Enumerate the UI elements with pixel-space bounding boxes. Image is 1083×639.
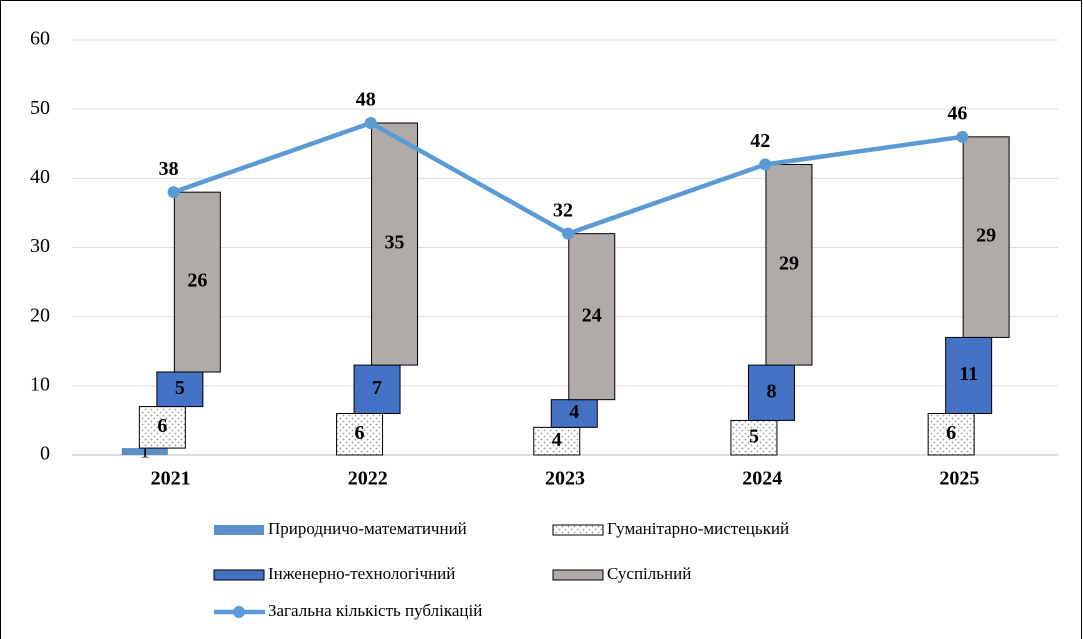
x-tick-label: 2022	[348, 468, 388, 490]
y-tick-label: 10	[30, 373, 50, 395]
data-label: 29	[976, 225, 996, 247]
bar-segment	[371, 122, 419, 366]
data-label: 24	[582, 304, 602, 326]
bar-segment	[962, 136, 1010, 338]
data-label: 8	[766, 380, 776, 402]
legend-label: Загальна кількість публікацій	[268, 601, 482, 620]
data-label: 46	[947, 102, 967, 124]
legend-swatch	[233, 606, 245, 618]
data-label: 29	[779, 252, 799, 274]
data-label: 7	[372, 377, 382, 399]
data-label: 35	[385, 232, 405, 254]
y-tick-label: 20	[30, 304, 50, 326]
data-label: 11	[959, 363, 978, 385]
bar-segment	[945, 336, 993, 414]
data-label: 4	[552, 429, 562, 451]
data-label: 4	[569, 401, 579, 423]
x-tick-label: 2025	[939, 468, 979, 490]
bar-segment	[568, 233, 616, 401]
data-label: 42	[750, 130, 770, 152]
legend-swatch	[213, 569, 265, 581]
legend-swatch	[552, 569, 604, 581]
y-tick-label: 50	[30, 97, 50, 119]
line-point	[562, 227, 574, 240]
bar-segment	[138, 406, 186, 449]
data-label: 5	[175, 377, 185, 399]
y-tick-label: 30	[30, 235, 50, 257]
legend-swatch	[552, 524, 604, 536]
bar-segment	[173, 191, 221, 373]
legend-label: Інженерно-технологічний	[268, 564, 455, 583]
data-label: 32	[553, 199, 573, 221]
bar-segment	[927, 413, 975, 456]
legend-swatch	[214, 525, 264, 535]
data-label: 6	[355, 422, 365, 444]
x-tick-label: 2021	[151, 468, 191, 490]
bar-segment	[747, 364, 795, 421]
bar-segment	[550, 399, 598, 428]
data-label: 5	[749, 425, 759, 447]
legend-label: Природничо-математичний	[268, 519, 467, 538]
line-point	[364, 117, 377, 129]
data-label: 26	[187, 270, 207, 292]
bar-segment	[156, 371, 204, 408]
bar-segment	[533, 426, 581, 456]
line-point	[759, 158, 772, 171]
line-point	[956, 130, 969, 143]
data-label: 6	[946, 422, 956, 444]
bar-segment	[765, 164, 813, 366]
data-label: 6	[157, 415, 167, 437]
y-tick-label: 0	[40, 443, 50, 465]
legend-label: Гуманітарно-мистецький	[607, 519, 789, 538]
data-label: 48	[356, 89, 376, 111]
data-label: 38	[159, 158, 179, 180]
line-point	[167, 186, 180, 199]
y-tick-label: 40	[30, 166, 50, 188]
y-tick-label: 60	[30, 28, 50, 50]
x-tick-label: 2024	[742, 468, 782, 490]
data-label: 1	[140, 441, 150, 463]
legend-label: Суспільний	[607, 564, 691, 583]
bar-segment	[121, 448, 168, 455]
x-tick-label: 2023	[545, 468, 585, 490]
